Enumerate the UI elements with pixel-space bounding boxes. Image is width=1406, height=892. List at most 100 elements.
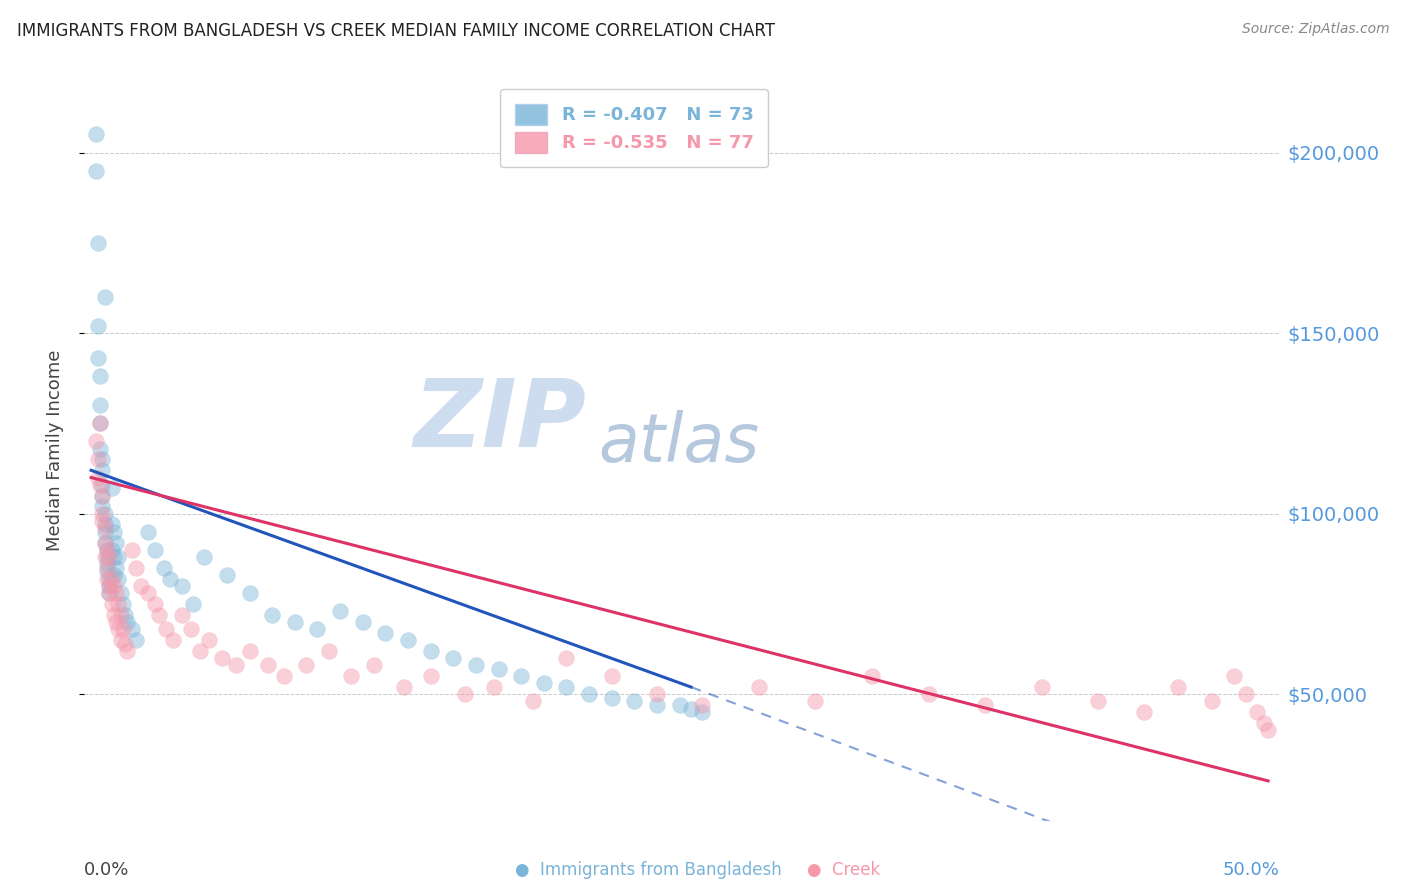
Point [181, 597, 204, 611]
Text: 0.0%: 0.0% [84, 862, 129, 880]
Point [91, 507, 114, 521]
Text: IMMIGRANTS FROM BANGLADESH VS CREEK MEDIAN FAMILY INCOME CORRELATION CHART: IMMIGRANTS FROM BANGLADESH VS CREEK MEDI… [17, 22, 775, 40]
Point [239, 586, 262, 600]
Point [307, 622, 329, 636]
Point [374, 625, 396, 640]
Point [159, 572, 181, 586]
Point [1201, 694, 1223, 708]
Point [419, 644, 441, 658]
Point [89, 417, 111, 431]
Point [239, 644, 262, 658]
Point [93, 290, 115, 304]
Point [103, 549, 125, 564]
Point [96, 542, 118, 557]
Point [110, 586, 132, 600]
Point [318, 644, 340, 658]
Point [96, 542, 118, 557]
Point [1223, 669, 1246, 683]
Legend: R = -0.407   N = 73, R = -0.535   N = 77: R = -0.407 N = 73, R = -0.535 N = 77 [501, 89, 768, 167]
Point [453, 687, 475, 701]
Point [533, 676, 555, 690]
Point [162, 633, 184, 648]
Point [87, 351, 110, 366]
Point [110, 607, 132, 622]
Point [87, 318, 110, 333]
Point [84, 128, 107, 142]
Point [1167, 680, 1189, 694]
Point [89, 417, 111, 431]
Point [170, 579, 193, 593]
Point [107, 622, 129, 636]
Point [107, 549, 129, 564]
Point [155, 622, 177, 636]
Point [103, 579, 125, 593]
Point [91, 452, 114, 467]
Point [91, 463, 114, 477]
Point [623, 694, 645, 708]
Point [600, 690, 623, 705]
Point [89, 442, 111, 456]
Point [1031, 680, 1053, 694]
Point [105, 535, 128, 549]
Point [211, 651, 233, 665]
Point [98, 572, 121, 586]
Point [600, 669, 623, 683]
Point [284, 615, 307, 629]
Point [198, 633, 221, 648]
Point [143, 542, 166, 557]
Point [1234, 687, 1257, 701]
Point [93, 507, 115, 521]
Point [125, 561, 148, 575]
Point [100, 542, 122, 557]
Point [262, 607, 284, 622]
Point [103, 524, 125, 539]
Point [1132, 706, 1154, 720]
Point [100, 482, 122, 496]
Point [578, 687, 600, 701]
Point [256, 658, 278, 673]
Point [148, 607, 170, 622]
Point [107, 597, 129, 611]
Point [93, 535, 115, 549]
Point [136, 586, 159, 600]
Point [188, 644, 211, 658]
Point [295, 658, 318, 673]
Point [482, 680, 505, 694]
Point [152, 561, 174, 575]
Point [93, 521, 115, 535]
Point [117, 644, 139, 658]
Text: atlas: atlas [599, 410, 759, 476]
Point [522, 694, 544, 708]
Point [555, 651, 578, 665]
Point [98, 586, 121, 600]
Point [193, 549, 215, 564]
Point [114, 637, 136, 651]
Point [93, 517, 115, 532]
Point [690, 706, 713, 720]
Point [110, 633, 132, 648]
Point [96, 558, 118, 572]
Point [96, 561, 118, 575]
Point [111, 622, 134, 636]
Point [107, 572, 129, 586]
Point [555, 680, 578, 694]
Point [215, 568, 238, 582]
Point [91, 514, 114, 528]
Point [87, 235, 110, 250]
Point [98, 586, 121, 600]
Point [1253, 716, 1275, 731]
Point [679, 701, 702, 715]
Text: ●  Creek: ● Creek [807, 862, 880, 880]
Point [329, 604, 352, 618]
Point [645, 687, 668, 701]
Point [96, 549, 118, 564]
Point [87, 452, 110, 467]
Point [103, 607, 125, 622]
Point [91, 489, 114, 503]
Point [340, 669, 363, 683]
Point [396, 633, 419, 648]
Point [121, 542, 143, 557]
Point [105, 586, 128, 600]
Point [441, 651, 464, 665]
Point [465, 658, 488, 673]
